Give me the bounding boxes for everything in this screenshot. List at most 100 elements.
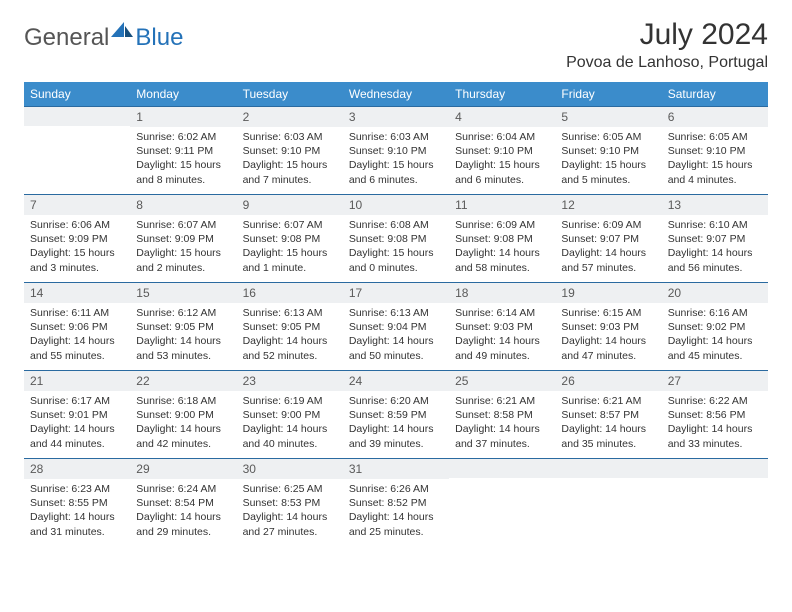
- daylight-text: Daylight: 14 hours and 55 minutes.: [30, 334, 124, 362]
- calendar-week-row: 28Sunrise: 6:23 AMSunset: 8:55 PMDayligh…: [24, 458, 768, 546]
- daylight-text: Daylight: 14 hours and 44 minutes.: [30, 422, 124, 450]
- day-details: Sunrise: 6:07 AMSunset: 9:09 PMDaylight:…: [130, 215, 236, 281]
- calendar-week-row: 21Sunrise: 6:17 AMSunset: 9:01 PMDayligh…: [24, 370, 768, 458]
- calendar-cell: 23Sunrise: 6:19 AMSunset: 9:00 PMDayligh…: [237, 370, 343, 458]
- daylight-text: Daylight: 14 hours and 49 minutes.: [455, 334, 549, 362]
- day-details: Sunrise: 6:08 AMSunset: 9:08 PMDaylight:…: [343, 215, 449, 281]
- daylight-text: Daylight: 14 hours and 37 minutes.: [455, 422, 549, 450]
- day-number: 6: [662, 106, 768, 127]
- calendar-cell: 1Sunrise: 6:02 AMSunset: 9:11 PMDaylight…: [130, 106, 236, 194]
- weekday-header: Wednesday: [343, 82, 449, 106]
- calendar-cell: 5Sunrise: 6:05 AMSunset: 9:10 PMDaylight…: [555, 106, 661, 194]
- day-details: Sunrise: 6:06 AMSunset: 9:09 PMDaylight:…: [24, 215, 130, 281]
- calendar-body: 1Sunrise: 6:02 AMSunset: 9:11 PMDaylight…: [24, 106, 768, 546]
- calendar-cell: 6Sunrise: 6:05 AMSunset: 9:10 PMDaylight…: [662, 106, 768, 194]
- sunset-text: Sunset: 9:06 PM: [30, 320, 124, 334]
- day-details: Sunrise: 6:13 AMSunset: 9:04 PMDaylight:…: [343, 303, 449, 369]
- sunset-text: Sunset: 8:55 PM: [30, 496, 124, 510]
- daylight-text: Daylight: 15 hours and 1 minute.: [243, 246, 337, 274]
- day-number: 4: [449, 106, 555, 127]
- sunrise-text: Sunrise: 6:11 AM: [30, 306, 124, 320]
- day-details: Sunrise: 6:10 AMSunset: 9:07 PMDaylight:…: [662, 215, 768, 281]
- weekday-header-row: Sunday Monday Tuesday Wednesday Thursday…: [24, 82, 768, 106]
- daylight-text: Daylight: 14 hours and 29 minutes.: [136, 510, 230, 538]
- sunrise-text: Sunrise: 6:03 AM: [349, 130, 443, 144]
- day-details: Sunrise: 6:25 AMSunset: 8:53 PMDaylight:…: [237, 479, 343, 545]
- weekday-header: Friday: [555, 82, 661, 106]
- daylight-text: Daylight: 15 hours and 7 minutes.: [243, 158, 337, 186]
- logo-text-blue: Blue: [135, 24, 183, 52]
- day-number: 23: [237, 370, 343, 391]
- day-number: 11: [449, 194, 555, 215]
- day-details: Sunrise: 6:09 AMSunset: 9:07 PMDaylight:…: [555, 215, 661, 281]
- day-number: 1: [130, 106, 236, 127]
- day-number: 13: [662, 194, 768, 215]
- daylight-text: Daylight: 15 hours and 4 minutes.: [668, 158, 762, 186]
- day-number: 30: [237, 458, 343, 479]
- sunrise-text: Sunrise: 6:09 AM: [561, 218, 655, 232]
- daylight-text: Daylight: 14 hours and 45 minutes.: [668, 334, 762, 362]
- daylight-text: Daylight: 14 hours and 47 minutes.: [561, 334, 655, 362]
- weekday-header: Saturday: [662, 82, 768, 106]
- calendar-cell: 15Sunrise: 6:12 AMSunset: 9:05 PMDayligh…: [130, 282, 236, 370]
- calendar-cell: 16Sunrise: 6:13 AMSunset: 9:05 PMDayligh…: [237, 282, 343, 370]
- sunset-text: Sunset: 9:10 PM: [455, 144, 549, 158]
- day-number: [449, 458, 555, 478]
- daylight-text: Daylight: 14 hours and 42 minutes.: [136, 422, 230, 450]
- day-number: 14: [24, 282, 130, 303]
- calendar-cell: 29Sunrise: 6:24 AMSunset: 8:54 PMDayligh…: [130, 458, 236, 546]
- sunset-text: Sunset: 9:10 PM: [668, 144, 762, 158]
- daylight-text: Daylight: 15 hours and 2 minutes.: [136, 246, 230, 274]
- sunset-text: Sunset: 9:00 PM: [243, 408, 337, 422]
- daylight-text: Daylight: 14 hours and 31 minutes.: [30, 510, 124, 538]
- calendar-cell: 12Sunrise: 6:09 AMSunset: 9:07 PMDayligh…: [555, 194, 661, 282]
- sunrise-text: Sunrise: 6:18 AM: [136, 394, 230, 408]
- day-number: [662, 458, 768, 478]
- daylight-text: Daylight: 15 hours and 0 minutes.: [349, 246, 443, 274]
- day-details: Sunrise: 6:22 AMSunset: 8:56 PMDaylight:…: [662, 391, 768, 457]
- sunset-text: Sunset: 9:05 PM: [136, 320, 230, 334]
- sunset-text: Sunset: 9:03 PM: [455, 320, 549, 334]
- day-number: 25: [449, 370, 555, 391]
- calendar-cell: 19Sunrise: 6:15 AMSunset: 9:03 PMDayligh…: [555, 282, 661, 370]
- calendar-cell: 26Sunrise: 6:21 AMSunset: 8:57 PMDayligh…: [555, 370, 661, 458]
- daylight-text: Daylight: 14 hours and 57 minutes.: [561, 246, 655, 274]
- calendar-cell: [449, 458, 555, 546]
- sunset-text: Sunset: 8:52 PM: [349, 496, 443, 510]
- logo-sail-icon: [111, 21, 133, 44]
- logo-text-general: General: [24, 24, 109, 52]
- day-number: 5: [555, 106, 661, 127]
- calendar-cell: 7Sunrise: 6:06 AMSunset: 9:09 PMDaylight…: [24, 194, 130, 282]
- day-details: Sunrise: 6:16 AMSunset: 9:02 PMDaylight:…: [662, 303, 768, 369]
- day-details: Sunrise: 6:14 AMSunset: 9:03 PMDaylight:…: [449, 303, 555, 369]
- sunrise-text: Sunrise: 6:06 AM: [30, 218, 124, 232]
- day-details: Sunrise: 6:26 AMSunset: 8:52 PMDaylight:…: [343, 479, 449, 545]
- sunset-text: Sunset: 8:53 PM: [243, 496, 337, 510]
- day-details: Sunrise: 6:13 AMSunset: 9:05 PMDaylight:…: [237, 303, 343, 369]
- day-details: Sunrise: 6:15 AMSunset: 9:03 PMDaylight:…: [555, 303, 661, 369]
- calendar-cell: 25Sunrise: 6:21 AMSunset: 8:58 PMDayligh…: [449, 370, 555, 458]
- day-details: Sunrise: 6:03 AMSunset: 9:10 PMDaylight:…: [237, 127, 343, 193]
- day-number: 3: [343, 106, 449, 127]
- calendar-cell: 18Sunrise: 6:14 AMSunset: 9:03 PMDayligh…: [449, 282, 555, 370]
- sunrise-text: Sunrise: 6:22 AM: [668, 394, 762, 408]
- calendar-cell: 22Sunrise: 6:18 AMSunset: 9:00 PMDayligh…: [130, 370, 236, 458]
- calendar-cell: 27Sunrise: 6:22 AMSunset: 8:56 PMDayligh…: [662, 370, 768, 458]
- daylight-text: Daylight: 15 hours and 6 minutes.: [349, 158, 443, 186]
- day-number: 12: [555, 194, 661, 215]
- calendar-cell: 31Sunrise: 6:26 AMSunset: 8:52 PMDayligh…: [343, 458, 449, 546]
- day-number: 9: [237, 194, 343, 215]
- sunrise-text: Sunrise: 6:03 AM: [243, 130, 337, 144]
- calendar-table: Sunday Monday Tuesday Wednesday Thursday…: [24, 82, 768, 546]
- sunrise-text: Sunrise: 6:16 AM: [668, 306, 762, 320]
- sunset-text: Sunset: 8:54 PM: [136, 496, 230, 510]
- daylight-text: Daylight: 14 hours and 39 minutes.: [349, 422, 443, 450]
- sunset-text: Sunset: 9:10 PM: [349, 144, 443, 158]
- daylight-text: Daylight: 14 hours and 50 minutes.: [349, 334, 443, 362]
- sunrise-text: Sunrise: 6:21 AM: [561, 394, 655, 408]
- daylight-text: Daylight: 15 hours and 8 minutes.: [136, 158, 230, 186]
- day-details: Sunrise: 6:21 AMSunset: 8:57 PMDaylight:…: [555, 391, 661, 457]
- day-number: 26: [555, 370, 661, 391]
- day-number: 21: [24, 370, 130, 391]
- day-number: 28: [24, 458, 130, 479]
